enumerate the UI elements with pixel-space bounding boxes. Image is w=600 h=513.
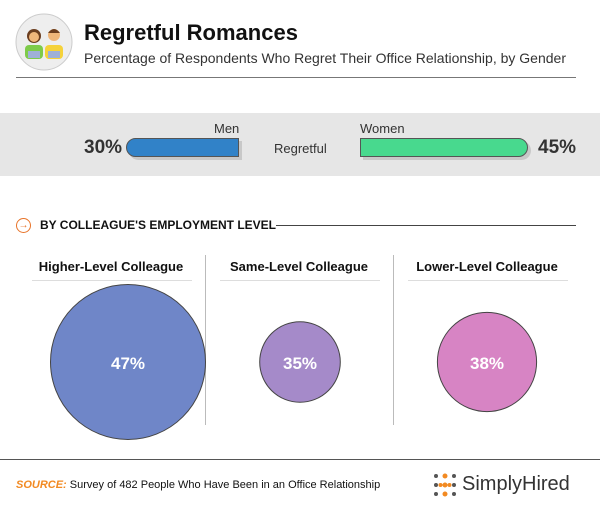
col-underline: [408, 280, 568, 281]
source-text: Survey of 482 People Who Have Been in an…: [69, 479, 381, 491]
footer-divider: [0, 459, 600, 460]
brand-name: SimplyHired: [462, 473, 570, 495]
source-key: SOURCE:: [16, 479, 67, 491]
column-divider: [393, 255, 394, 425]
bubble-1: [259, 321, 341, 403]
bubble-label: 38%: [470, 354, 504, 373]
column-divider: [205, 255, 206, 425]
women-bar: [360, 138, 528, 157]
simplyhired-logo-icon: [434, 473, 456, 497]
arrow-right-icon: →: [16, 218, 31, 233]
col-underline: [220, 280, 380, 281]
divider: [16, 77, 576, 78]
bubble-chart: 47% 35% 38%: [50, 284, 538, 440]
col-header-lower: Lower-Level Colleague: [416, 259, 558, 274]
men-bar: [126, 138, 239, 157]
bubble-label: 35%: [283, 354, 317, 373]
col-header-same: Same-Level Colleague: [230, 259, 368, 274]
bubble-0: [50, 284, 206, 440]
women-label: Women: [360, 121, 405, 136]
men-label: Men: [214, 121, 240, 136]
regretful-label: Regretful: [274, 141, 327, 156]
section-divider: [276, 225, 576, 226]
women-value: 45%: [538, 137, 577, 158]
section-heading: BY COLLEAGUE'S EMPLOYMENT LEVEL: [40, 218, 276, 232]
col-header-higher: Higher-Level Colleague: [38, 259, 184, 274]
couple-logo-icon: [15, 13, 73, 71]
bubble-label: 47%: [111, 354, 145, 373]
source-note: SOURCE: Survey of 482 People Who Have Be…: [16, 479, 380, 491]
col-underline: [32, 280, 192, 281]
men-value: 30%: [84, 137, 123, 158]
bubble-2: [436, 311, 538, 413]
page-subtitle: Percentage of Respondents Who Regret The…: [84, 50, 566, 66]
page-title: Regretful Romances: [84, 20, 298, 45]
